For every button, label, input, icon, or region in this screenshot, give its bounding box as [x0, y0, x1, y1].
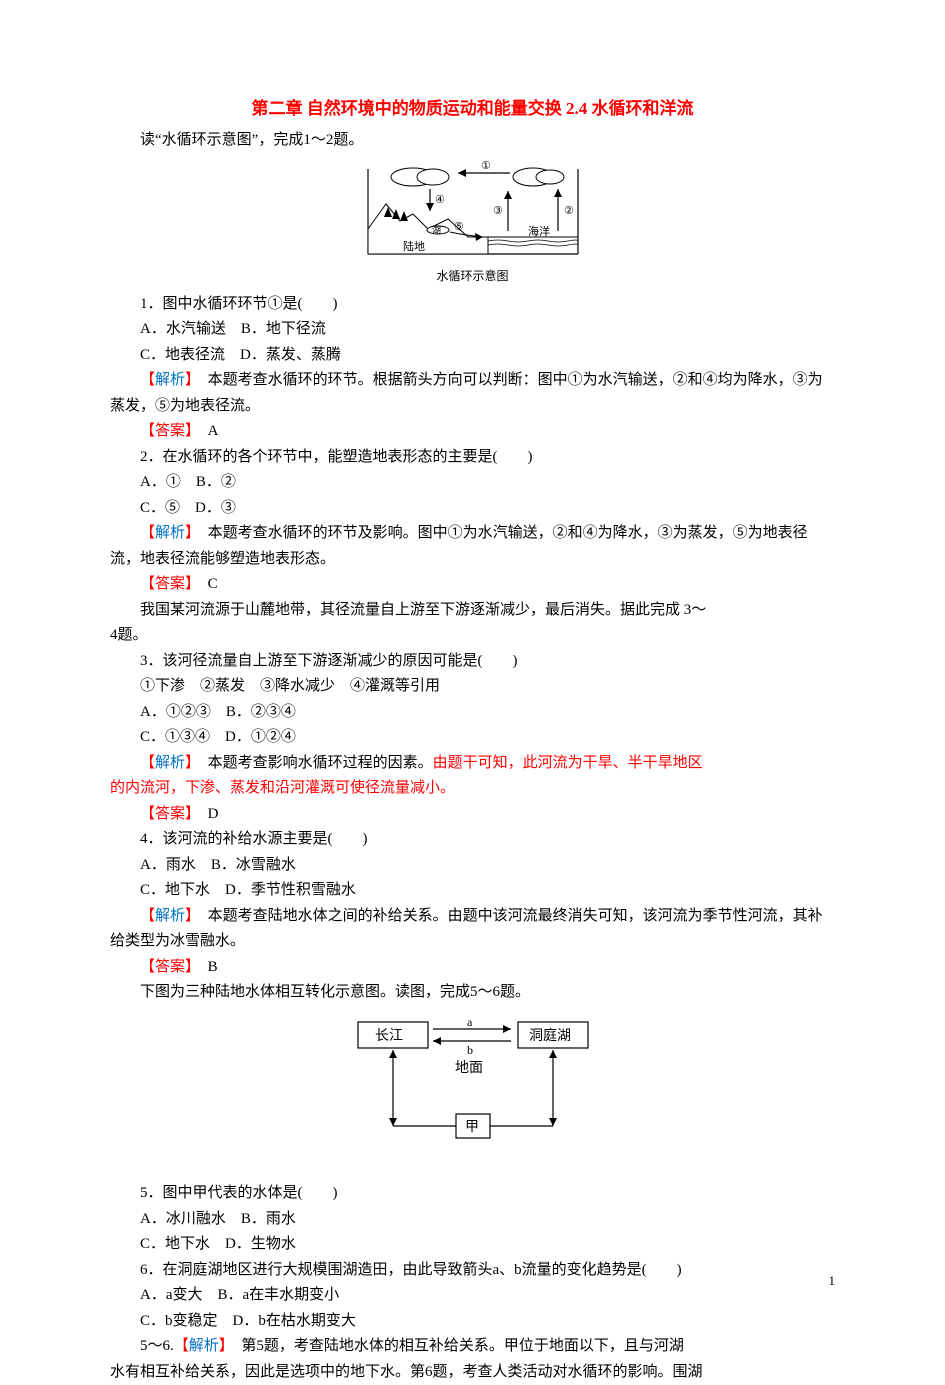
q6-opt-ab: A．a变大 B．a在丰水期变小: [110, 1283, 835, 1309]
page-title: 第二章 自然环境中的物质运动和能量交换 2.4 水循环和洋流: [110, 95, 835, 124]
fig1-arrow4: ④: [435, 194, 445, 206]
q2-answer: 【答案】 C: [110, 572, 835, 598]
q2-stem: 2．在水循环的各个环节中，能塑造地表形态的主要是( ): [110, 445, 835, 471]
q5-opt-ab: A．冰川融水 B．雨水: [110, 1207, 835, 1233]
fig2-ground-label: 地面: [455, 1060, 483, 1076]
q3-answer: 【答案】 D: [110, 802, 835, 828]
q4-opt-cd: C．地下水 D．季节性积雪融水: [110, 878, 835, 904]
q6-stem: 6．在洞庭湖地区进行大规模围湖造田，由此导致箭头a、b流量的变化趋势是( ): [110, 1258, 835, 1284]
intro-2b: 4题。: [110, 623, 835, 649]
fig2-bottom-box: 甲: [465, 1120, 479, 1135]
q4-analysis: 【解析】 本题考查陆地水体之间的补给关系。由题中该河流最终消失可知，该河流为季节…: [110, 904, 835, 955]
q3-analysis-cont: 的内流河，下渗、蒸发和沿河灌溉可使径流量减小。: [110, 776, 835, 802]
q3-opt-ab: A．①②③ B．②③④: [110, 700, 835, 726]
fig2-arrow-b: b: [467, 1043, 473, 1057]
fig1-lake-label: 湖: [432, 225, 441, 235]
fig2-left-box: 长江: [375, 1028, 403, 1044]
fig1-arrow3: ③: [493, 205, 503, 217]
q1-answer: 【答案】 A: [110, 419, 835, 445]
q3-analysis: 【解析】 本题考查影响水循环过程的因素。由题干可知，此河流为干旱、半干旱地区: [110, 751, 835, 777]
figure-2: 长江 洞庭湖 a b 地面 甲: [110, 1014, 835, 1174]
q3-opt-cd: C．①③④ D．①②④: [110, 725, 835, 751]
q5-stem: 5．图中甲代表的水体是( ): [110, 1181, 835, 1207]
fig1-arrow5: ⑤: [454, 221, 464, 233]
q4-stem: 4．该河流的补给水源主要是( ): [110, 827, 835, 853]
q3-stem: 3．该河径流量自上游至下游逐渐减少的原因可能是( ): [110, 649, 835, 675]
figure-1: ① ② ③ ④ 湖 ⑤: [110, 159, 835, 290]
fig1-arrow1: ①: [481, 160, 491, 172]
q56-analysis-1: 5～6.【解析】 第5题，考查陆地水体的相互补给关系。甲位于地面以下，且与河湖: [110, 1334, 835, 1360]
intro-2a: 我国某河流源于山麓地带，其径流量自上游至下游逐渐减少，最后消失。据此完成 3～: [110, 598, 835, 624]
page-number: 1: [829, 1270, 836, 1292]
q2-analysis: 【解析】 本题考查水循环的环节及影响。图中①为水汽输送，②和④为降水，③为蒸发，…: [110, 521, 835, 572]
figure-1-caption: 水循环示意图: [358, 266, 588, 286]
q1-opt-cd: C．地表径流 D．蒸发、蒸腾: [110, 343, 835, 369]
q1-analysis: 【解析】 本题考查水循环的环节。根据箭头方向可以判断：图中①为水汽输送，②和④均…: [110, 368, 835, 419]
q4-opt-ab: A．雨水 B．冰雪融水: [110, 853, 835, 879]
fig1-sea-label: 海洋: [528, 224, 550, 238]
intro-1: 读“水循环示意图”，完成1～2题。: [110, 128, 835, 154]
fig2-arrow-a: a: [467, 1015, 473, 1029]
q2-opt-ab: A．① B．②: [110, 470, 835, 496]
q6-opt-cd: C．b变稳定 D．b在枯水期变大: [110, 1309, 835, 1335]
q2-opt-cd: C．⑤ D．③: [110, 496, 835, 522]
fig2-right-box: 洞庭湖: [529, 1027, 571, 1044]
intro-3: 下图为三种陆地水体相互转化示意图。读图，完成5～6题。: [110, 980, 835, 1006]
q5-opt-cd: C．地下水 D．生物水: [110, 1232, 835, 1258]
q3-opts-line: ①下渗 ②蒸发 ③降水减少 ④灌溉等引用: [110, 674, 835, 700]
q1-opt-ab: A．水汽输送 B．地下径流: [110, 317, 835, 343]
fig1-land-label: 陆地: [403, 239, 425, 253]
fig1-arrow2: ②: [564, 205, 574, 217]
q1-stem: 1．图中水循环环节①是( ): [110, 292, 835, 318]
q56-analysis-2: 水有相互补给关系，因此是选项中的地下水。第6题，考查人类活动对水循环的影响。围湖: [110, 1360, 835, 1385]
q4-answer: 【答案】 B: [110, 955, 835, 981]
